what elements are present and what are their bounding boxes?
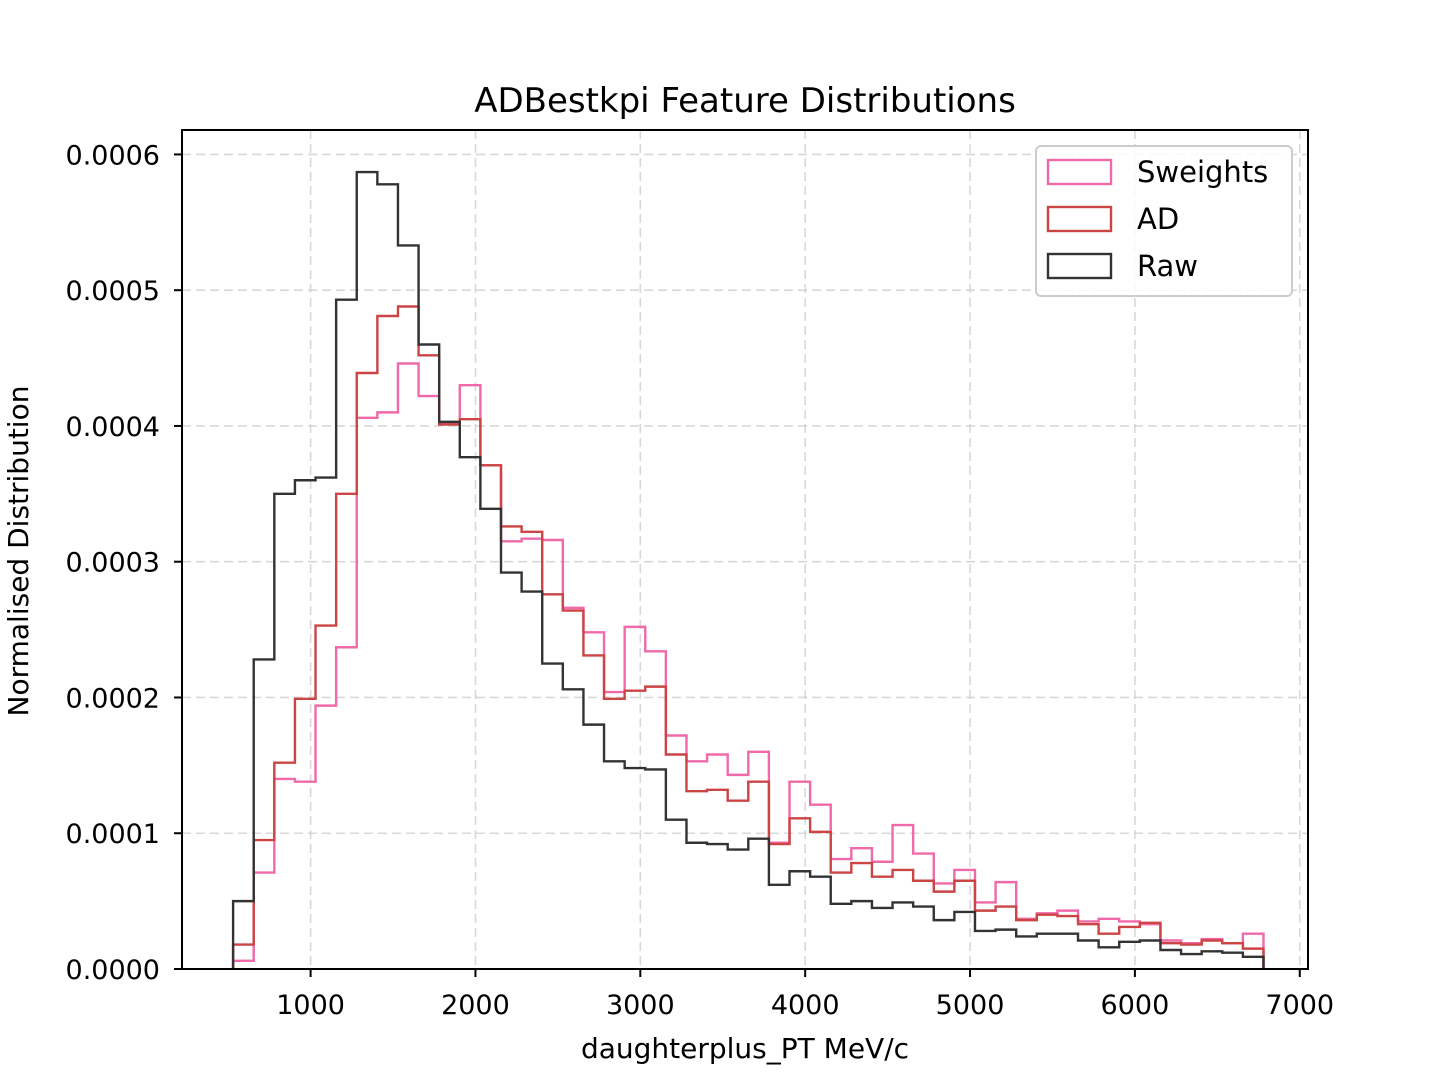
histogram-step-line: [231, 362, 1265, 969]
series-ad: [231, 305, 1265, 969]
legend-swatch-sweights: [1046, 158, 1113, 186]
x-axis-label: daughterplus_PT MeV/c: [581, 1032, 909, 1065]
x-tick-label: 6000: [1101, 990, 1170, 1021]
legend-swatch-raw: [1046, 252, 1113, 280]
legend: Sweights AD Raw: [1035, 145, 1293, 297]
y-axis: 0.0000 0.0001 0.0002 0.0003 0.0004 0.0005 0.00…: [66, 140, 182, 986]
y-tick-label: 0.0005: [66, 276, 160, 307]
plot-frame: [181, 129, 1309, 970]
series-raw: [231, 170, 1265, 969]
x-axis: 1000 2000 3000 4000 5000 6000 7000: [276, 969, 1334, 1021]
x-tick-label: 5000: [936, 990, 1005, 1021]
legend-label-raw: Raw: [1137, 249, 1198, 283]
legend-label-ad: AD: [1137, 202, 1179, 236]
x-tick-label: 3000: [606, 990, 675, 1021]
x-tick-label: 1000: [276, 990, 345, 1021]
histogram-step-line: [231, 170, 1265, 969]
chart-title: ADBestkpi Feature Distributions: [474, 81, 1016, 121]
y-tick-label: 0.0000: [66, 955, 160, 986]
y-tick-label: 0.0006: [66, 140, 160, 171]
histogram-step-line: [231, 305, 1265, 969]
x-tick-label: 4000: [771, 990, 840, 1021]
y-tick-label: 0.0004: [66, 412, 160, 443]
legend-swatch-ad: [1046, 205, 1113, 233]
y-axis-label: Normalised Distribution: [2, 386, 35, 717]
series-layer: [231, 170, 1265, 969]
y-tick-label: 0.0002: [66, 683, 160, 714]
y-tick-label: 0.0003: [66, 548, 160, 579]
series-sweights: [231, 362, 1265, 969]
legend-label-sweights: Sweights: [1137, 155, 1268, 189]
x-tick-label: 7000: [1265, 990, 1334, 1021]
y-tick-label: 0.0001: [66, 819, 160, 850]
x-tick-label: 2000: [441, 990, 510, 1021]
